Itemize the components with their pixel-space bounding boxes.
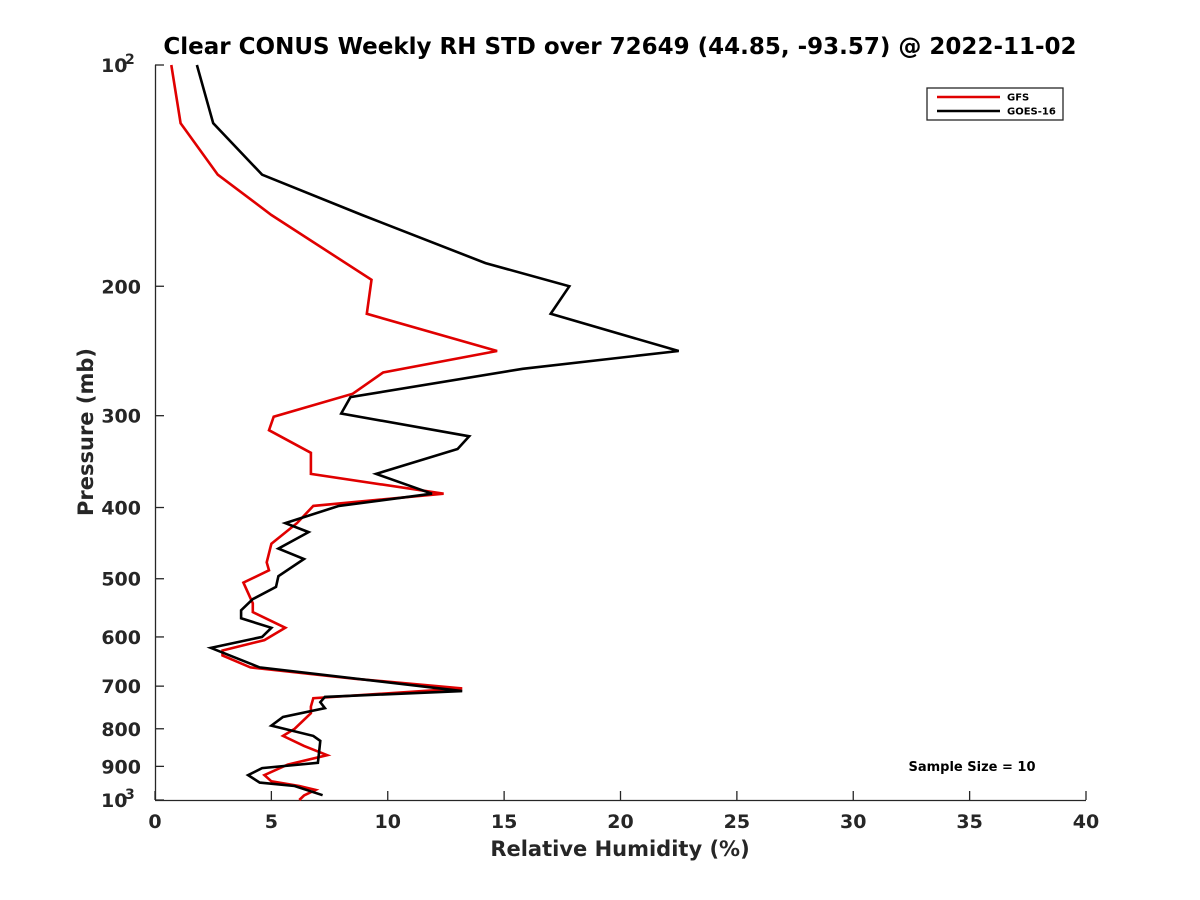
x-tick-label: 25 bbox=[724, 811, 750, 833]
y-tick-label-exponent: 2 bbox=[125, 52, 135, 68]
y-tick-label: 300 bbox=[101, 406, 141, 428]
x-tick-label: 35 bbox=[956, 811, 982, 833]
x-tick-label: 15 bbox=[491, 811, 517, 833]
x-axis-ticks: 0 5 10 15 20 25 30 35 40 bbox=[148, 791, 1099, 833]
series-lines bbox=[170, 64, 680, 801]
y-tick-label: 700 bbox=[101, 676, 141, 698]
legend: GFS GOES-16 bbox=[926, 87, 1064, 121]
sample-size-annotation: Sample Size = 10 bbox=[908, 760, 1035, 775]
x-tick-label: 0 bbox=[148, 811, 161, 833]
legend-entry-label: GFS bbox=[1007, 93, 1029, 104]
y-tick-label: 900 bbox=[101, 756, 141, 778]
y-tick-label: 400 bbox=[101, 498, 141, 520]
chart-title: Clear CONUS Weekly RH STD over 72649 (44… bbox=[163, 34, 1076, 60]
series-line-gfs bbox=[170, 64, 498, 801]
x-tick-label: 5 bbox=[265, 811, 278, 833]
x-axis-label: Relative Humidity (%) bbox=[490, 837, 749, 861]
y-tick-label-base: 10 bbox=[101, 790, 127, 812]
y-axis-label: Pressure (mb) bbox=[74, 348, 98, 516]
plot-area bbox=[154, 65, 1086, 802]
y-tick-label: 800 bbox=[101, 719, 141, 741]
x-tick-label: 40 bbox=[1073, 811, 1099, 833]
x-tick-label: 10 bbox=[375, 811, 401, 833]
legend-box bbox=[926, 87, 1064, 121]
y-tick-label: 600 bbox=[101, 627, 141, 649]
y-tick-label: 200 bbox=[101, 276, 141, 298]
y-tick-label-base: 10 bbox=[101, 55, 127, 77]
y-tick-label: 500 bbox=[101, 569, 141, 591]
legend-entry-label: GOES-16 bbox=[1007, 107, 1056, 118]
x-tick-label: 20 bbox=[607, 811, 633, 833]
series-line-goes-16 bbox=[195, 64, 680, 797]
y-tick-label-exponent: 3 bbox=[125, 787, 135, 803]
x-tick-label: 30 bbox=[840, 811, 866, 833]
